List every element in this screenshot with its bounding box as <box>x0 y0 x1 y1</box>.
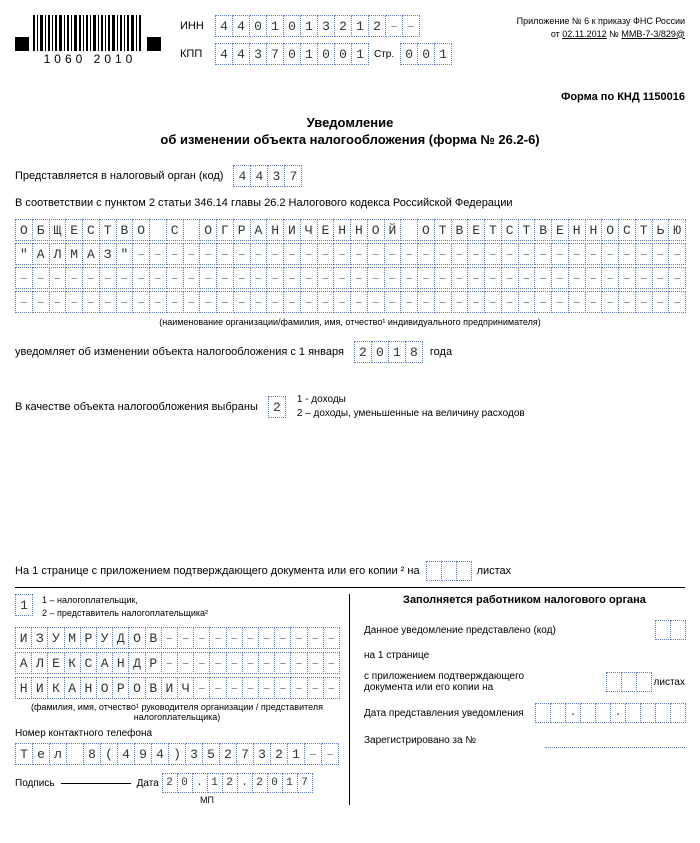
appendix: Приложение № 6 к приказу ФНС России от 0… <box>517 15 685 40</box>
appendix-num-label: № <box>609 29 619 39</box>
reg-label: Зарегистрировано за № <box>364 735 545 746</box>
date-pres-cells: .. <box>535 703 685 723</box>
law-ref: В соответствии с пунктом 2 статьи 346.14… <box>15 197 675 209</box>
submitted-label: Представляется в налоговый орган (код) <box>15 170 223 182</box>
kpp-cells: 443701001 <box>215 43 368 65</box>
declarer-desc: 1 – налогоплательщик, 2 – представитель … <box>42 594 208 619</box>
reg-field <box>545 733 685 748</box>
presented-label: Данное уведомление представлено (код) <box>364 625 655 636</box>
org-name-grid: ОБЩЕСТВОСОГРАНИЧЕННОЙОТВЕТСТВЕННОСТЬЮ"АЛ… <box>15 219 685 313</box>
presented-cells <box>655 620 685 640</box>
mp: МП <box>75 795 339 805</box>
submitted-cells: 4437 <box>233 165 301 187</box>
year-cells: 2018 <box>354 341 422 363</box>
right-attach-cells <box>606 672 651 692</box>
kpp-label: КПП <box>180 48 215 60</box>
right-attach-label: с приложением подтверждающего документа … <box>364 671 606 693</box>
attach-prefix: На <box>15 565 29 577</box>
title: Уведомление <box>15 115 685 130</box>
marker-square-right <box>147 37 161 51</box>
right-title: Заполняется работником налогового органа <box>364 594 685 606</box>
on-page: на 1 странице <box>364 650 429 661</box>
declarer-cells: 1 <box>15 594 32 616</box>
fio-caption: (фамилия, имя, отчество¹ руководителя ор… <box>15 702 339 722</box>
attach-mid: странице с приложением подтверждающего д… <box>41 565 419 577</box>
barcode-block: 1060 2010 <box>15 15 165 66</box>
date-cells: 20.12.2017 <box>162 773 312 793</box>
right-attach-suffix: листах <box>654 677 685 688</box>
phone-cells: Тел8(494)3527321–– <box>15 743 339 765</box>
marker-square-left <box>15 37 29 51</box>
barcode-number: 1060 2010 <box>15 52 165 66</box>
bottom-right: Заполняется работником налогового органа… <box>350 594 685 805</box>
appendix-date: 02.11.2012 <box>562 29 606 39</box>
inn-label: ИНН <box>180 20 215 32</box>
sign-label: Подпись <box>15 778 55 789</box>
divider <box>15 587 685 588</box>
org-caption: (наименование организации/фамилия, имя, … <box>15 317 685 327</box>
attach-line: На 1 странице с приложением подтверждающ… <box>15 561 685 581</box>
object-cells: 2 <box>268 396 285 418</box>
form-code: Форма по КНД 1150016 <box>15 91 685 103</box>
date-pres-label: Дата представления уведомления <box>364 708 535 719</box>
appendix-from: от <box>551 29 560 39</box>
phone-label: Номер контактного телефона <box>15 728 339 739</box>
attach-cells <box>426 561 471 581</box>
attach-suffix: листах <box>477 565 512 577</box>
appendix-line1: Приложение № 6 к приказу ФНС России <box>517 15 685 28</box>
attach-page: 1 <box>32 565 38 577</box>
notify-label: уведомляет об изменении объекта налогооб… <box>15 346 344 358</box>
year-label: года <box>430 346 452 358</box>
date-label: Дата <box>137 778 159 789</box>
page-cells: 001 <box>400 43 451 65</box>
codes-block: ИНН 4401013212–– КПП 443701001 Стр. 001 <box>180 15 517 71</box>
appendix-num: ММВ-7-3/829@ <box>621 29 685 39</box>
object-desc: 1 - доходы 2 – доходы, уменьшенные на ве… <box>297 393 525 421</box>
sign-slot <box>61 783 131 784</box>
page-label: Стр. <box>374 49 394 60</box>
object-label: В качестве объекта налогообложения выбра… <box>15 401 258 413</box>
inn-cells: 4401013212–– <box>215 15 419 37</box>
subtitle: об изменении объекта налогообложения (фо… <box>15 132 685 147</box>
header: 1060 2010 ИНН 4401013212–– КПП 443701001… <box>15 15 685 71</box>
barcode <box>33 15 143 51</box>
fio-grid: ИЗУМРУДОВ–––––––––––АЛЕКСАНДР–––––––––––… <box>15 627 339 699</box>
bottom-left: 1 1 – налогоплательщик, 2 – представител… <box>15 594 350 805</box>
